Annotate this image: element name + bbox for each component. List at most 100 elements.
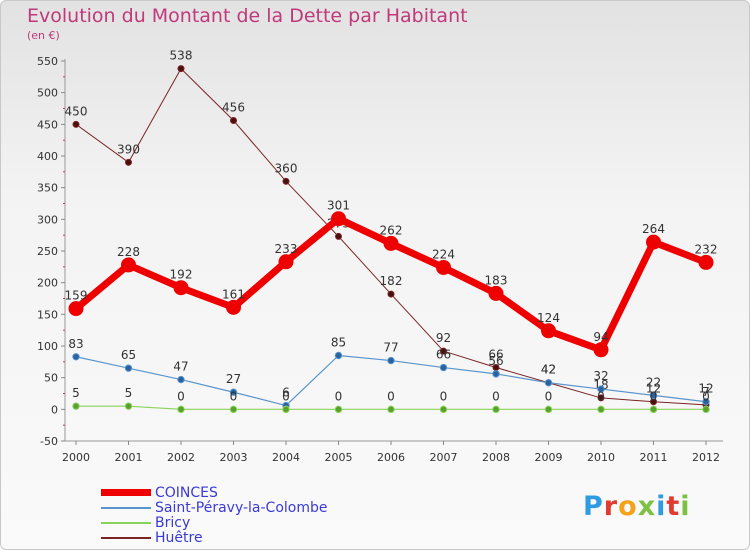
data-point-saint-peravy-la-colombe [597, 385, 605, 393]
legend-label: COINCES [155, 484, 218, 501]
data-point-huetre [597, 394, 605, 402]
x-tick-label: 2005 [325, 451, 353, 464]
data-point-coinces [383, 235, 399, 251]
data-point-huetre [125, 158, 132, 166]
data-point-bricy [282, 405, 290, 414]
x-tick-label: 2003 [220, 451, 248, 464]
data-point-bricy [544, 405, 553, 414]
data-label-bricy: 0 [702, 389, 710, 403]
data-label-huetre: 12 [646, 382, 661, 396]
y-tick-label: 250 [37, 245, 58, 258]
data-label-bricy: 0 [597, 389, 605, 403]
x-tick-label: 2000 [62, 451, 90, 464]
data-point-saint-peravy-la-colombe [649, 391, 658, 400]
data-point-saint-peravy-la-colombe [72, 353, 80, 361]
data-point-saint-peravy-la-colombe [334, 351, 343, 360]
data-label-saint-peravy-la-colombe: 65 [121, 348, 136, 362]
data-label-saint-peravy-la-colombe: 6 [282, 386, 290, 400]
data-label-huetre: 456 [222, 101, 245, 115]
data-label-saint-peravy-la-colombe: 85 [331, 336, 346, 350]
y-tick-label: 350 [37, 182, 58, 195]
data-label-saint-peravy-la-colombe: 77 [383, 341, 398, 355]
data-point-coinces [331, 211, 346, 227]
data-point-saint-peravy-la-colombe [492, 370, 500, 378]
proxiti-logo: Proxiti [583, 491, 691, 522]
x-tick-label: 2011 [640, 451, 668, 464]
data-point-coinces [646, 234, 661, 250]
legend-swatch [101, 521, 151, 524]
data-label-bricy: 0 [335, 389, 343, 403]
data-label-saint-peravy-la-colombe: 32 [593, 369, 608, 383]
data-label-huetre: 182 [380, 274, 403, 288]
y-tick-label: 0 [51, 403, 58, 416]
y-tick-label: 100 [37, 340, 58, 353]
x-tick-label: 2002 [167, 451, 195, 464]
data-point-coinces [278, 254, 294, 270]
data-label-bricy: 0 [177, 389, 185, 403]
data-label-coinces: 161 [222, 287, 245, 301]
data-label-bricy: 5 [125, 386, 133, 400]
logo-letter: i [680, 491, 691, 522]
data-label-bricy: 0 [545, 389, 553, 403]
data-point-coinces [698, 254, 714, 270]
data-point-saint-peravy-la-colombe [702, 398, 710, 406]
logo-letter: r [603, 491, 619, 522]
y-tick-label: 300 [37, 213, 58, 226]
data-label-coinces: 183 [485, 273, 508, 287]
data-point-coinces [541, 323, 556, 339]
data-point-coinces [226, 299, 241, 315]
x-tick-label: 2001 [115, 451, 143, 464]
data-point-huetre [440, 347, 447, 355]
logo-letter: o [618, 491, 638, 522]
data-label-huetre: 66 [488, 348, 503, 362]
legend-item: Saint-Péravy-la-Colombe [101, 499, 328, 516]
data-point-bricy [387, 405, 395, 414]
data-label-coinces: 124 [537, 311, 560, 325]
logo-letter: x [637, 491, 657, 522]
data-point-coinces [121, 257, 136, 273]
legend-item: Bricy [101, 515, 328, 531]
data-point-bricy [492, 405, 500, 414]
data-label-huetre: 92 [436, 331, 451, 345]
data-point-saint-peravy-la-colombe [124, 364, 133, 372]
x-tick-label: 2012 [692, 451, 720, 464]
x-tick-label: 2010 [587, 451, 615, 464]
data-label-bricy: 0 [282, 389, 290, 403]
data-label-coinces: 232 [695, 242, 718, 256]
data-point-coinces [436, 259, 451, 275]
legend-item: Huêtre [101, 530, 328, 546]
data-point-saint-peravy-la-colombe [439, 363, 448, 372]
legend-label: Saint-Péravy-la-Colombe [155, 499, 328, 516]
y-tick-label: -50 [40, 435, 58, 448]
x-tick-label: 2008 [482, 451, 510, 464]
data-point-bricy [649, 405, 658, 414]
data-label-bricy: 0 [387, 389, 395, 403]
x-tick-label: 2007 [430, 451, 458, 464]
x-tick-label: 2006 [377, 451, 405, 464]
y-tick-label: 150 [37, 308, 58, 321]
data-label-saint-peravy-la-colombe: 12 [698, 382, 713, 396]
data-point-bricy [702, 405, 710, 414]
y-tick-label: 50 [44, 372, 58, 385]
data-point-bricy [229, 405, 238, 414]
data-label-coinces: 301 [327, 199, 350, 213]
data-point-bricy [334, 405, 343, 414]
data-label-coinces: 192 [170, 268, 193, 282]
data-point-bricy [72, 402, 80, 410]
data-label-saint-peravy-la-colombe: 56 [488, 354, 503, 368]
legend-swatch [101, 489, 151, 496]
data-point-huetre [335, 232, 342, 240]
data-label-saint-peravy-la-colombe: 83 [68, 337, 83, 351]
chart-subtitle: (en €) [27, 29, 60, 42]
legend-swatch [101, 536, 151, 539]
data-label-huetre: 538 [170, 49, 193, 63]
data-label-saint-peravy-la-colombe: 47 [173, 360, 188, 374]
data-label-huetre: 42 [541, 363, 556, 377]
data-point-huetre [72, 120, 80, 128]
data-label-saint-peravy-la-colombe: 27 [226, 372, 241, 386]
data-point-coinces [488, 285, 504, 301]
data-point-coinces [173, 280, 189, 296]
logo-letter: t [666, 491, 681, 522]
